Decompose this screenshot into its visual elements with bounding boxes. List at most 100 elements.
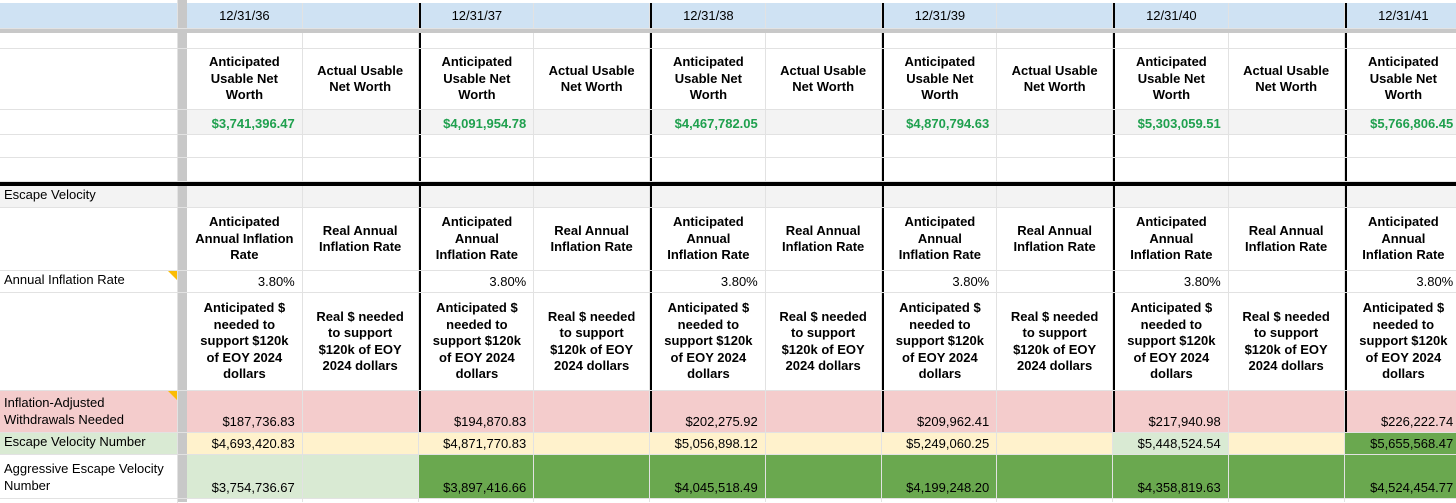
net-worth-value-cell[interactable]	[303, 110, 419, 134]
inflation-rate-cell[interactable]: 3.80%	[650, 271, 766, 292]
inflation-rate-cell[interactable]: 3.80%	[1113, 271, 1229, 292]
dollars-needed-header-cell[interactable]: Real $ needed to support $120k of EOY 20…	[997, 293, 1113, 390]
inflation-header-cell[interactable]: Real Annual Inflation Rate	[534, 208, 650, 270]
date-header-cell[interactable]	[766, 3, 882, 28]
inflation-header-cell[interactable]: Real Annual Inflation Rate	[1229, 208, 1345, 270]
aggressive-value-cell[interactable]	[303, 455, 419, 498]
inflation-rate-cell[interactable]	[1229, 271, 1345, 292]
empty-cell[interactable]	[1229, 158, 1345, 181]
row-label-cell[interactable]	[0, 208, 178, 270]
escape-velocity-value-cell[interactable]	[766, 433, 882, 454]
net-worth-header-cell[interactable]: Anticipated Usable Net Worth	[187, 49, 303, 109]
empty-cell[interactable]	[534, 33, 650, 48]
net-worth-value-cell[interactable]	[534, 110, 650, 134]
date-header-cell[interactable]: 12/31/40	[1113, 3, 1229, 28]
net-worth-header-cell[interactable]: Anticipated Usable Net Worth	[650, 49, 766, 109]
dollars-needed-header-cell[interactable]: Anticipated $ needed to support $120k of…	[1113, 293, 1229, 390]
withdrawal-value-cell[interactable]: $202,275.92	[650, 391, 766, 432]
empty-cell[interactable]	[1345, 158, 1456, 181]
row-label-cell[interactable]	[0, 499, 178, 503]
escape-velocity-value-cell[interactable]	[1229, 433, 1345, 454]
row-label-cell[interactable]	[0, 49, 178, 109]
empty-cell[interactable]	[1345, 33, 1456, 48]
empty-cell[interactable]	[419, 33, 535, 48]
empty-cell[interactable]	[1345, 186, 1456, 207]
escape-velocity-value-cell[interactable]: $5,655,568.47	[1345, 433, 1456, 454]
inflation-header-cell[interactable]: Real Annual Inflation Rate	[303, 208, 419, 270]
inflation-header-cell[interactable]: Anticipated Annual Inflation Rate	[1113, 208, 1229, 270]
escape-velocity-value-cell[interactable]: $5,448,524.54	[1113, 433, 1229, 454]
dollars-needed-header-cell[interactable]: Anticipated $ needed to support $120k of…	[1345, 293, 1456, 390]
withdrawal-value-cell[interactable]	[997, 391, 1113, 432]
empty-cell[interactable]	[650, 135, 766, 157]
inflation-header-cell[interactable]: Anticipated Annual Inflation Rate	[650, 208, 766, 270]
date-header-cell[interactable]	[303, 3, 419, 28]
inflation-rate-cell[interactable]	[997, 271, 1113, 292]
section-title-cell[interactable]: Escape Velocity	[0, 186, 178, 207]
aggressive-value-cell[interactable]: $4,524,454.77	[1345, 455, 1456, 498]
net-worth-header-cell[interactable]: Actual Usable Net Worth	[303, 49, 419, 109]
empty-cell[interactable]	[882, 135, 998, 157]
net-worth-header-cell[interactable]: Anticipated Usable Net Worth	[882, 49, 998, 109]
date-header-cell[interactable]: 12/31/41	[1345, 3, 1456, 28]
empty-cell[interactable]	[997, 135, 1113, 157]
date-header-cell[interactable]: 12/31/39	[882, 3, 998, 28]
net-worth-value-cell[interactable]: $5,303,059.51	[1113, 110, 1229, 134]
net-worth-header-cell[interactable]: Anticipated Usable Net Worth	[419, 49, 535, 109]
withdrawal-value-cell[interactable]: $217,940.98	[1113, 391, 1229, 432]
withdrawal-value-cell[interactable]	[1229, 391, 1345, 432]
escape-velocity-value-cell[interactable]: $4,871,770.83	[419, 433, 535, 454]
empty-cell[interactable]	[882, 186, 998, 207]
empty-cell[interactable]	[997, 158, 1113, 181]
inflation-header-cell[interactable]: Anticipated Annual Inflation Rate	[187, 208, 303, 270]
empty-cell[interactable]	[1229, 186, 1345, 207]
withdrawal-value-cell[interactable]: $209,962.41	[882, 391, 998, 432]
annual-inflation-label-cell[interactable]: Annual Inflation Rate	[0, 271, 178, 292]
row-label-cell[interactable]	[0, 33, 178, 48]
aggressive-value-cell[interactable]	[997, 455, 1113, 498]
inflation-header-cell[interactable]: Anticipated Annual Inflation Rate	[1345, 208, 1456, 270]
row-label-cell[interactable]	[0, 158, 178, 181]
net-worth-header-cell[interactable]: Actual Usable Net Worth	[1229, 49, 1345, 109]
net-worth-value-cell[interactable]	[766, 110, 882, 134]
date-header-cell[interactable]: 12/31/36	[187, 3, 303, 28]
aggressive-value-cell[interactable]: $4,358,819.63	[1113, 455, 1229, 498]
net-worth-header-cell[interactable]: Actual Usable Net Worth	[534, 49, 650, 109]
empty-cell[interactable]	[650, 186, 766, 207]
empty-cell[interactable]	[303, 186, 419, 207]
withdrawal-value-cell[interactable]: $226,222.74	[1345, 391, 1456, 432]
empty-cell[interactable]	[997, 33, 1113, 48]
empty-cell[interactable]	[1113, 135, 1229, 157]
escape-velocity-value-cell[interactable]	[303, 433, 419, 454]
empty-cell[interactable]	[1229, 135, 1345, 157]
inflation-rate-cell[interactable]	[303, 271, 419, 292]
net-worth-value-cell[interactable]	[1229, 110, 1345, 134]
empty-cell[interactable]	[187, 186, 303, 207]
empty-cell[interactable]	[766, 135, 882, 157]
empty-cell[interactable]	[534, 158, 650, 181]
empty-cell[interactable]	[187, 135, 303, 157]
empty-cell[interactable]	[419, 158, 535, 181]
net-worth-header-cell[interactable]: Actual Usable Net Worth	[997, 49, 1113, 109]
withdrawal-value-cell[interactable]	[303, 391, 419, 432]
escape-velocity-value-cell[interactable]: $5,056,898.12	[650, 433, 766, 454]
date-header-cell[interactable]	[534, 3, 650, 28]
empty-cell[interactable]	[766, 33, 882, 48]
aggressive-value-cell[interactable]: $4,199,248.20	[882, 455, 998, 498]
escape-velocity-value-cell[interactable]	[534, 433, 650, 454]
date-header-corner-cell[interactable]	[0, 3, 178, 28]
row-label-cell[interactable]	[0, 110, 178, 134]
net-worth-value-cell[interactable]: $4,870,794.63	[882, 110, 998, 134]
empty-cell[interactable]	[303, 33, 419, 48]
withdrawal-value-cell[interactable]: $187,736.83	[187, 391, 303, 432]
escape-velocity-value-cell[interactable]: $5,249,060.25	[882, 433, 998, 454]
empty-cell[interactable]	[997, 186, 1113, 207]
dollars-needed-header-cell[interactable]: Anticipated $ needed to support $120k of…	[882, 293, 998, 390]
dollars-needed-header-cell[interactable]: Anticipated $ needed to support $120k of…	[187, 293, 303, 390]
date-header-cell[interactable]: 12/31/37	[419, 3, 535, 28]
aggressive-label-cell[interactable]: Aggressive Escape Velocity Number	[0, 455, 178, 498]
escape-velocity-label-cell[interactable]: Escape Velocity Number	[0, 433, 178, 454]
escape-velocity-value-cell[interactable]: $4,693,420.83	[187, 433, 303, 454]
inflation-header-cell[interactable]: Real Annual Inflation Rate	[766, 208, 882, 270]
empty-cell[interactable]	[419, 135, 535, 157]
